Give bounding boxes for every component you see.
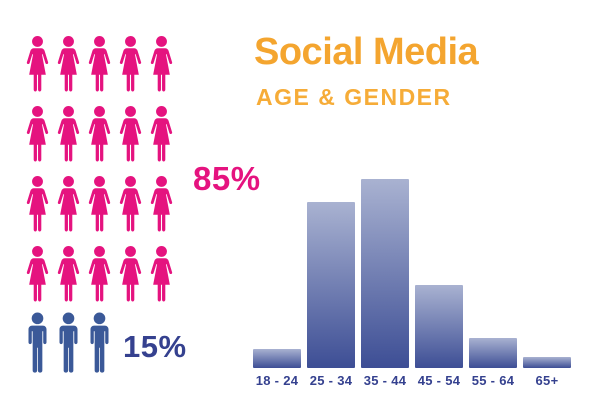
female-figure-icon <box>26 106 49 162</box>
female-figure-icon <box>150 36 173 92</box>
female-figure-icon <box>26 246 49 302</box>
bar-group <box>253 160 573 368</box>
female-figure-icon <box>119 106 142 162</box>
female-figure-icon <box>119 36 142 92</box>
male-figure-icon <box>28 312 47 373</box>
infographic-title: Social Media <box>254 31 479 73</box>
female-icon-grid <box>22 33 177 313</box>
female-figure-icon <box>57 246 80 302</box>
female-figure-icon <box>119 176 142 232</box>
bar-18-24 <box>253 349 301 368</box>
bar-45-54 <box>415 285 463 368</box>
female-figure-icon <box>26 36 49 92</box>
female-figure-icon <box>57 106 80 162</box>
female-figure-icon <box>150 246 173 302</box>
bar-35-44 <box>361 179 409 368</box>
female-figure-icon <box>57 176 80 232</box>
bar-label: 45 - 54 <box>417 373 461 388</box>
male-figure-icon <box>59 312 78 373</box>
female-percentage-label: 85% <box>193 160 261 197</box>
bar-label: 18 - 24 <box>255 373 299 388</box>
female-figure-icon <box>150 176 173 232</box>
female-figure-icon <box>26 176 49 232</box>
male-figure-icon <box>90 312 109 373</box>
bar-25-34 <box>307 202 355 368</box>
male-percentage-label: 15% <box>123 329 187 364</box>
bar-label: 35 - 44 <box>363 373 407 388</box>
bar-label: 55 - 64 <box>471 373 515 388</box>
bar-55-64 <box>469 338 517 368</box>
bar-label: 65+ <box>535 373 559 388</box>
female-figure-icon <box>88 246 111 302</box>
bar-65+ <box>523 357 571 368</box>
female-figure-icon <box>88 176 111 232</box>
bar-axis-labels: 18 - 24 25 - 34 35 - 44 45 - 54 55 - 64 65+ <box>253 373 573 388</box>
female-figure-icon <box>57 36 80 92</box>
female-figure-icon <box>88 106 111 162</box>
male-icon-grid <box>22 311 115 378</box>
female-figure-icon <box>150 106 173 162</box>
infographic-subtitle: AGE & GENDER <box>256 84 452 110</box>
female-figure-icon <box>88 36 111 92</box>
female-figure-icon <box>119 246 142 302</box>
bar-label: 25 - 34 <box>309 373 353 388</box>
